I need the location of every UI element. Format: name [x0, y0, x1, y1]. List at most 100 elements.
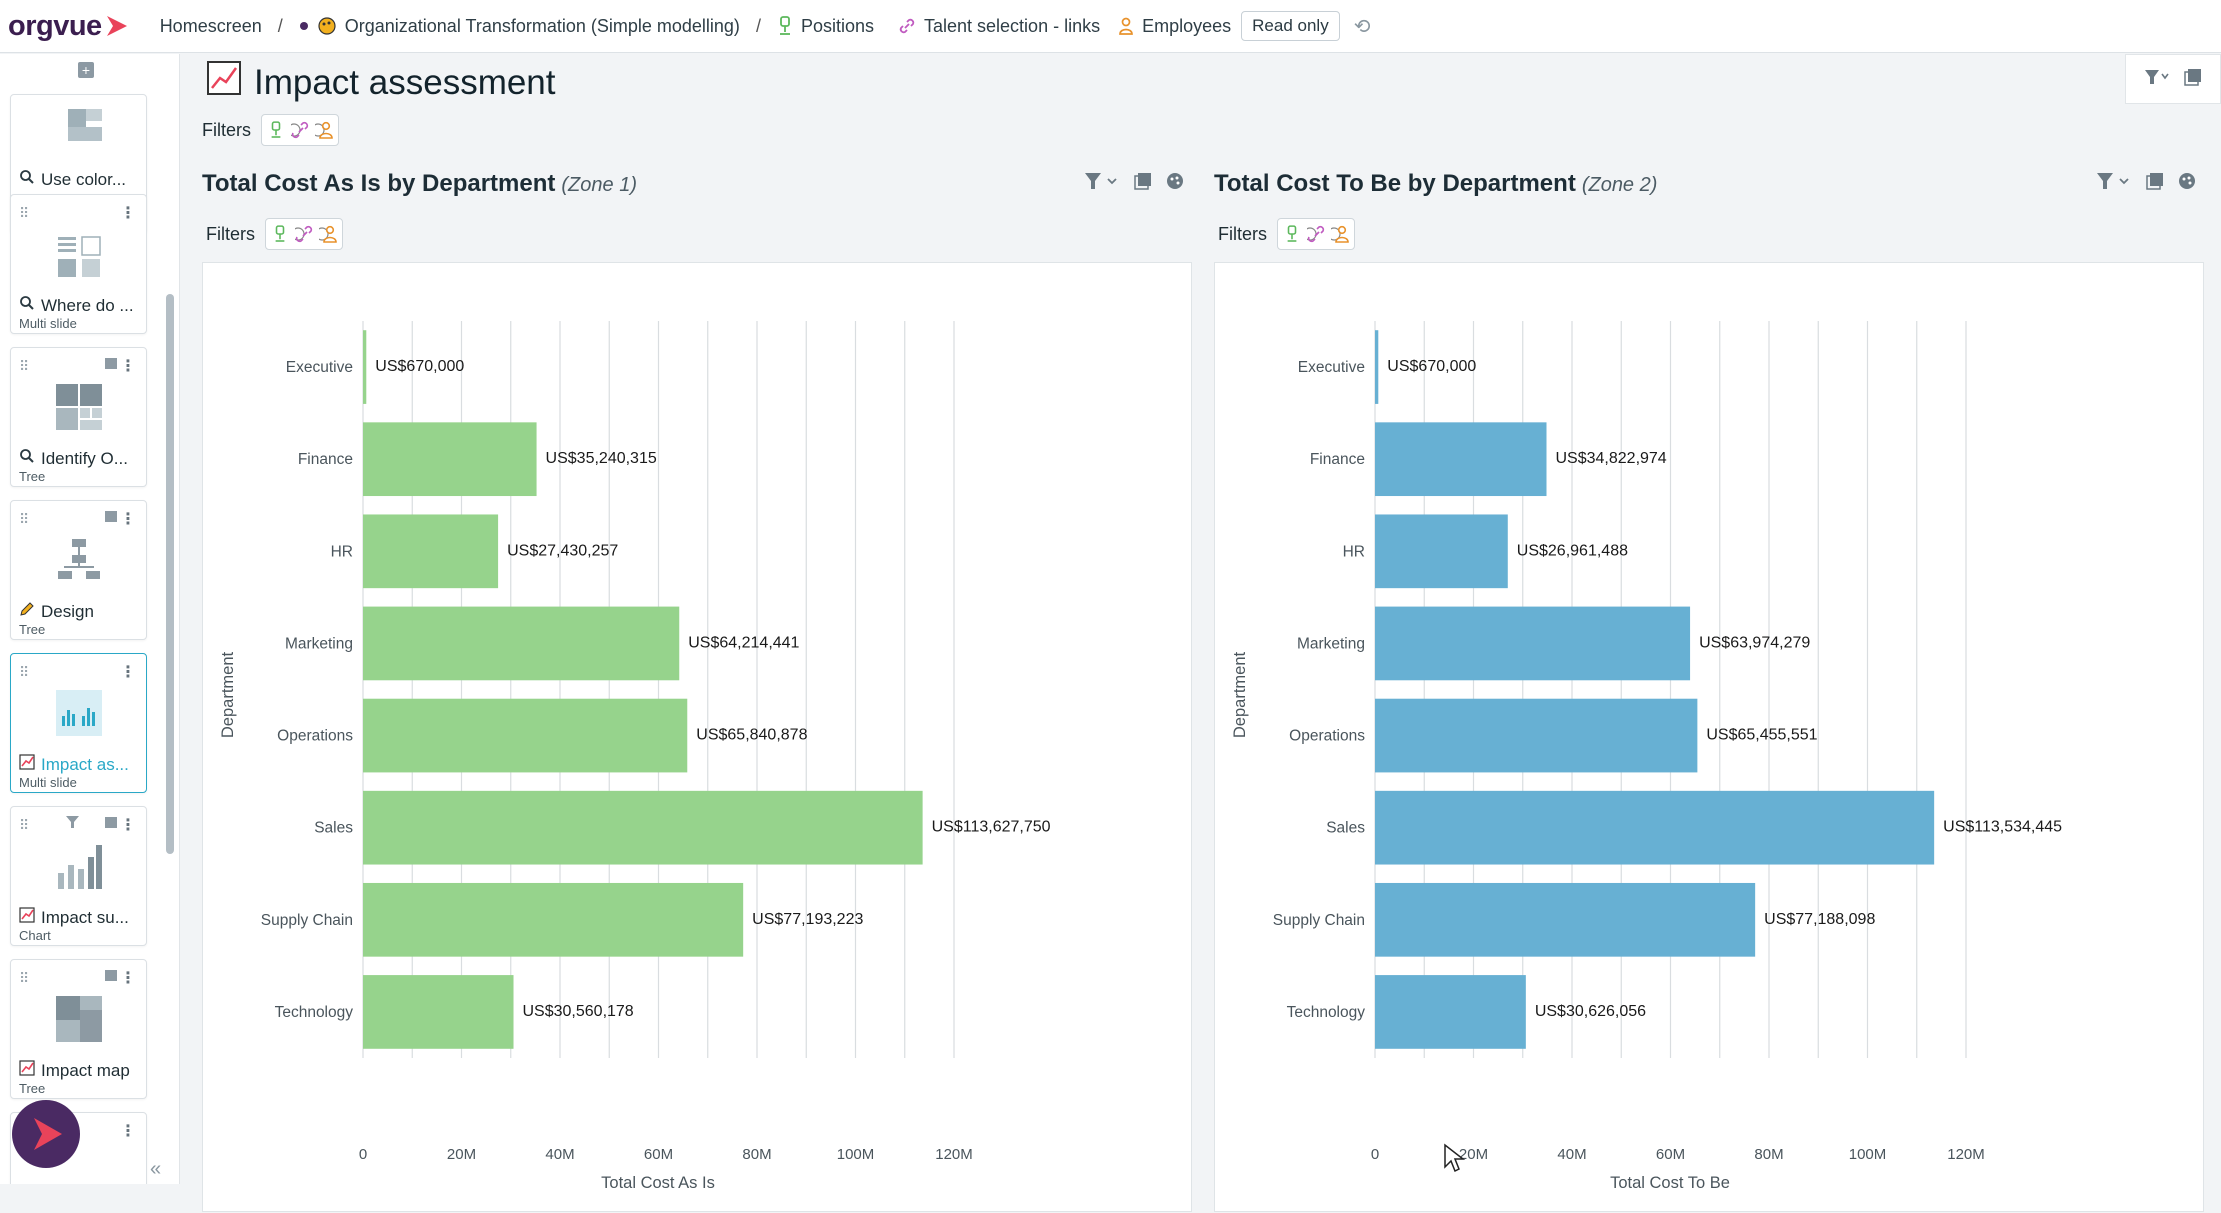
drag-handle-icon[interactable]: ⠿	[19, 664, 29, 680]
filter-dropdown-icon[interactable]	[2144, 69, 2170, 90]
cost-as-is-bar-chart: 0 20M 40M 60M 80M 100M 120M Executive US$670,000…	[219, 321, 1051, 1192]
more-options-icon[interactable]: ⋮	[120, 511, 136, 528]
bar	[363, 698, 688, 773]
bar-value-label: US$30,560,178	[523, 1003, 634, 1020]
chair-icon[interactable]	[1282, 224, 1302, 244]
bar	[1375, 514, 1508, 589]
drag-handle-icon[interactable]: ⠿	[19, 511, 29, 527]
y-category-label: Executive	[1298, 359, 1365, 376]
breadcrumb-label: Talent selection - links	[924, 15, 1101, 36]
bar-value-label: US$65,455,551	[1706, 727, 1817, 744]
slide-card[interactable]: ⠿ ⋮ Design Tree	[10, 500, 147, 640]
slide-title-text: Impact map	[41, 1060, 130, 1080]
breadcrumb-homescreen[interactable]: Homescreen	[160, 16, 262, 37]
copy-icon[interactable]	[2184, 68, 2202, 91]
slide-title-text: Impact su...	[41, 907, 129, 927]
y-axis-title: Department	[219, 651, 237, 738]
bar	[363, 790, 923, 865]
chair-icon	[777, 16, 793, 36]
y-category-label: Supply Chain	[261, 912, 353, 929]
bar-value-label: US$670,000	[1387, 358, 1476, 375]
slide-card-type: Chart	[19, 928, 51, 943]
bar-value-label: US$35,240,315	[546, 450, 657, 467]
cost-to-be-bar-chart: 0 20M 40M 60M 80M 100M 120M Executive US$670,000…	[1231, 321, 2062, 1192]
logo-text: orgvue	[8, 9, 102, 42]
slide-card[interactable]: ⠿ ⋮ Impact map Tree	[10, 959, 147, 1099]
x-axis-title: Total Cost As Is	[601, 1174, 715, 1192]
play-logo-icon	[34, 1118, 62, 1150]
y-category-label: Sales	[314, 820, 353, 837]
copy-icon[interactable]	[103, 356, 118, 370]
orgvue-logo[interactable]: orgvue	[8, 10, 130, 43]
top-bar: orgvue Homescreen / Organizational Trans…	[0, 0, 2221, 53]
page-title: Impact assessment	[206, 60, 556, 105]
palette-icon[interactable]	[2178, 172, 2196, 195]
filter-dropdown-icon[interactable]	[2096, 172, 2132, 195]
x-tick-label: 80M	[742, 1146, 771, 1163]
orgvue-assistant-button[interactable]	[12, 1100, 80, 1168]
more-options-icon[interactable]: ⋮	[120, 664, 136, 681]
filter-chips[interactable]	[265, 218, 343, 250]
slide-card[interactable]: ⠿ ⋮ Identify O... Tree	[10, 347, 147, 487]
y-category-label: Sales	[1326, 820, 1365, 837]
copy-icon[interactable]	[103, 815, 118, 829]
slide-card-type: Multi slide	[19, 316, 77, 331]
palette-icon[interactable]	[1166, 172, 1184, 195]
page-tools	[2125, 54, 2221, 104]
more-options-icon[interactable]: ⋮	[120, 1123, 136, 1140]
copy-icon[interactable]	[103, 509, 118, 523]
add-slide-button[interactable]: +	[78, 62, 94, 78]
sidebar-scrollbar[interactable]	[166, 294, 174, 854]
person-icon[interactable]	[314, 120, 334, 140]
breadcrumb-label: Organizational Transformation (Simple mo…	[344, 15, 740, 36]
copy-icon[interactable]	[1134, 172, 1152, 195]
drag-handle-icon[interactable]: ⠿	[19, 817, 29, 833]
search-icon	[19, 169, 35, 190]
person-icon[interactable]	[1330, 224, 1350, 244]
drag-handle-icon[interactable]: ⠿	[19, 205, 29, 221]
link-icon[interactable]	[1306, 224, 1326, 244]
mouse-cursor-icon	[1444, 1143, 1466, 1173]
filter-icon[interactable]	[65, 815, 80, 829]
bar	[1375, 882, 1756, 957]
bar	[363, 422, 537, 497]
filter-dropdown-icon[interactable]	[1084, 172, 1120, 195]
more-options-icon[interactable]: ⋮	[120, 970, 136, 987]
copy-icon[interactable]	[103, 968, 118, 982]
chair-icon[interactable]	[270, 224, 290, 244]
refresh-icon[interactable]: ⟲	[1353, 15, 1371, 38]
collapse-sidebar-icon[interactable]: «	[150, 1158, 162, 1180]
copy-icon[interactable]	[2146, 172, 2164, 195]
link-icon[interactable]	[290, 120, 310, 140]
y-category-label: HR	[331, 543, 353, 560]
more-options-icon[interactable]: ⋮	[120, 358, 136, 375]
slide-title-text: Identify O...	[41, 448, 128, 468]
more-options-icon[interactable]: ⋮	[120, 205, 136, 222]
slide-card[interactable]: ⠿ ⋮ Where do ... Multi slide	[10, 194, 147, 334]
slide-card-title: Identify O...	[19, 448, 128, 469]
drag-handle-icon[interactable]: ⠿	[19, 358, 29, 374]
filter-chips[interactable]	[261, 114, 339, 146]
search-icon	[19, 295, 35, 316]
y-category-label: Finance	[1310, 451, 1365, 468]
x-axis-title: Total Cost To Be	[1610, 1174, 1730, 1192]
x-tick-label: 60M	[644, 1146, 673, 1163]
slide-card-active[interactable]: ⠿ ⋮ Impact as... Multi slide	[10, 653, 147, 793]
drag-handle-icon[interactable]: ⠿	[19, 970, 29, 986]
slide-card[interactable]: ⠿ ⋮ Impact su... Chart	[10, 806, 147, 946]
tree-thumbnail-icon	[56, 109, 102, 155]
slide-card-title: Design	[19, 601, 94, 622]
search-icon	[19, 448, 35, 469]
chair-icon[interactable]	[266, 120, 286, 140]
breadcrumb-project[interactable]: Organizational Transformation (Simple mo…	[299, 16, 740, 37]
bar-value-label: US$113,534,445	[1943, 819, 2062, 836]
bar	[363, 330, 367, 404]
breadcrumb-talent-selection[interactable]: Talent selection - links	[898, 16, 1100, 37]
more-options-icon[interactable]: ⋮	[120, 817, 136, 834]
breadcrumb-employees[interactable]: Employees	[1118, 16, 1231, 37]
person-icon[interactable]	[318, 224, 338, 244]
filter-chips[interactable]	[1277, 218, 1355, 250]
link-icon[interactable]	[294, 224, 314, 244]
breadcrumb-positions[interactable]: Positions	[777, 16, 874, 37]
filters-label: Filters	[206, 223, 255, 244]
